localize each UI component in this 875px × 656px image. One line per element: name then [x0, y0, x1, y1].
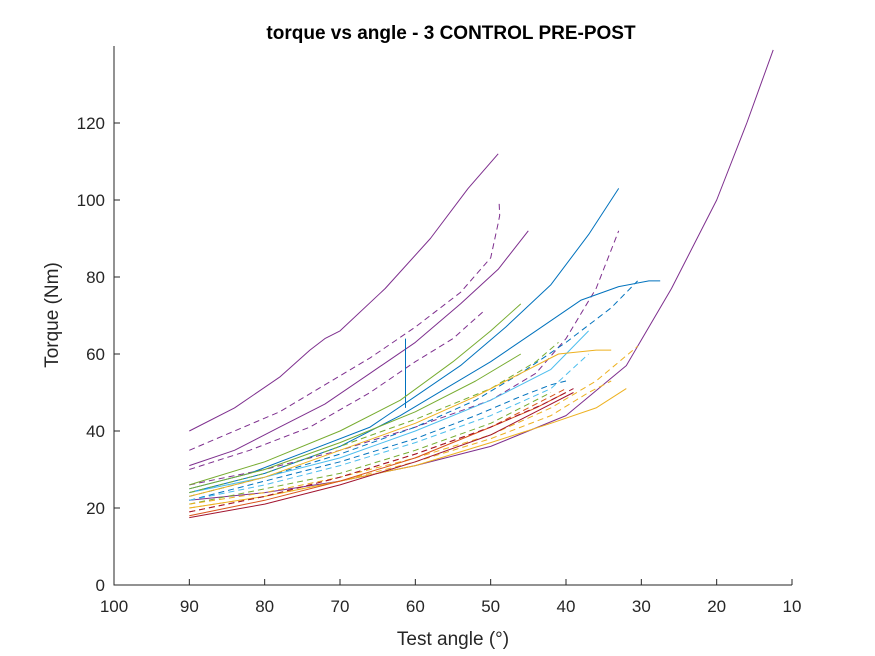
- series-line-18: [189, 349, 612, 497]
- y-tick-label: 80: [86, 268, 105, 287]
- y-tick-label: 60: [86, 345, 105, 364]
- series-line-13: [189, 353, 589, 501]
- x-tick-label: 70: [331, 597, 350, 616]
- x-tick-label: 10: [783, 597, 802, 616]
- series-line-19: [189, 388, 627, 509]
- series-line-2: [189, 199, 501, 451]
- y-tick-label: 100: [77, 191, 105, 210]
- x-tick-label: 30: [632, 597, 651, 616]
- y-tick-label: 0: [96, 576, 105, 595]
- series-line-4: [189, 311, 484, 470]
- series-line-25: [189, 388, 574, 513]
- x-tick-label: 60: [406, 597, 425, 616]
- series-line-11: [189, 380, 567, 501]
- series-line-14: [189, 303, 522, 486]
- series-line-20: [189, 345, 638, 505]
- y-axis-label: Torque (Nm): [42, 262, 63, 368]
- y-tick-label: 20: [86, 499, 105, 518]
- series-line-3: [189, 230, 529, 467]
- x-tick-label: 80: [255, 597, 274, 616]
- x-tick-label: 20: [707, 597, 726, 616]
- y-tick-label: 120: [77, 114, 105, 133]
- x-tick-label: 100: [100, 597, 128, 616]
- series-line-1: [189, 153, 499, 432]
- x-tick-label: 90: [180, 597, 199, 616]
- series-line-7: [189, 188, 620, 490]
- y-tick-label: 40: [86, 422, 105, 441]
- series-line-6: [189, 49, 774, 501]
- series-line-16: [189, 342, 559, 494]
- series-line-21: [189, 380, 612, 509]
- series-line-15: [189, 353, 522, 490]
- x-tick-label: 50: [481, 597, 500, 616]
- x-tick-label: 40: [557, 597, 576, 616]
- series-line-17: [189, 392, 552, 505]
- chart-title: torque vs angle - 3 CONTROL PRE-POST: [266, 23, 636, 44]
- series-line-24: [189, 392, 574, 519]
- x-axis-label: Test angle (°): [397, 629, 509, 650]
- series-line-10: [189, 280, 638, 497]
- lines-layer: [189, 49, 774, 519]
